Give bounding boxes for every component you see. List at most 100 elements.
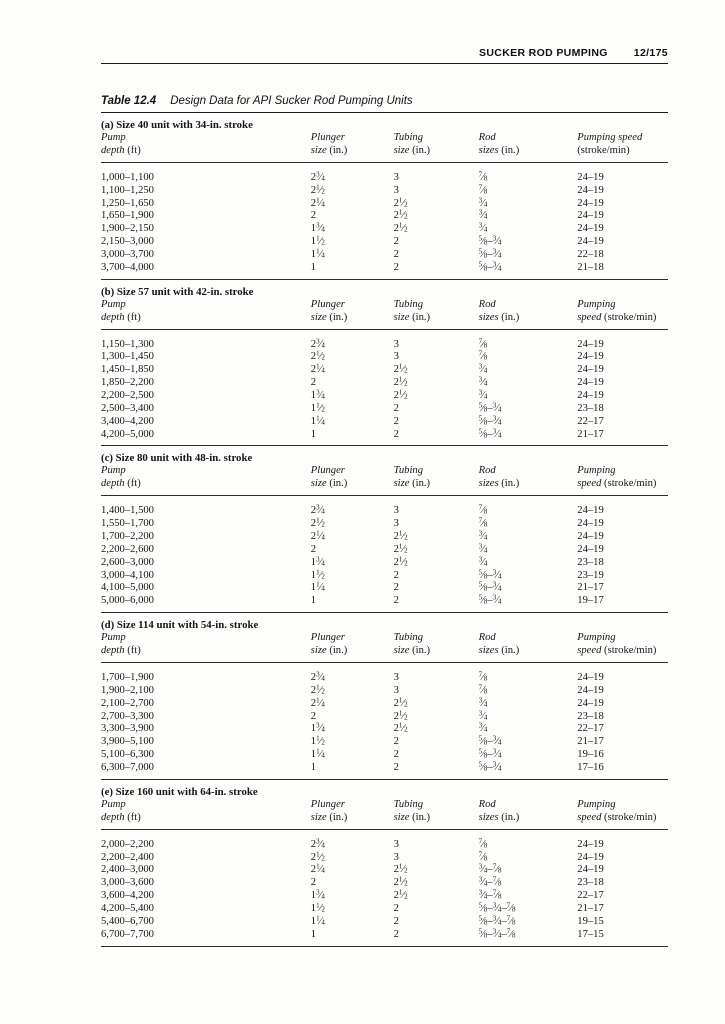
- column-header-line2-term: size: [393, 811, 410, 823]
- cell-rod-sizes: 3⁄4: [478, 708, 488, 722]
- column-header-line2-unit: (in.): [412, 478, 431, 490]
- cell-plunger-size: 11⁄2: [310, 401, 325, 414]
- cell-plunger-size: 21⁄2: [310, 683, 325, 696]
- cell-pumping-speed: 23–18: [577, 556, 604, 568]
- column-header-line2-term: size: [310, 144, 327, 156]
- table-row: 1,450–1,850 21⁄4 21⁄2 3⁄4 24–19: [101, 363, 668, 377]
- cell-tubing-size: 21⁄2: [393, 721, 408, 735]
- column-header-line2-term: depth: [101, 811, 125, 823]
- cell-tubing-size: 21⁄2: [393, 696, 408, 709]
- column-header-pump-depth: Pump depth (ft): [101, 132, 311, 163]
- column-header-line2-unit: (in.): [501, 478, 520, 490]
- cell-plunger-size: 11⁄4: [310, 580, 325, 594]
- page-header: SUCKER ROD PUMPING 12/175: [101, 47, 668, 59]
- cell-tubing-size: 2: [393, 915, 399, 927]
- cell-pump-depth: 1,000–1,100: [101, 171, 154, 183]
- column-header-line2-term: sizes: [478, 144, 499, 156]
- column-header-row: Pump depth (ft) Plunger size (in.) Tubing siz…: [101, 465, 668, 497]
- cell-plunger-size: 21⁄4: [310, 195, 325, 209]
- column-header-line2-term: sizes: [478, 478, 499, 490]
- cell-pump-depth: 2,200–2,400: [101, 851, 154, 863]
- cell-pump-depth: 1,900–2,100: [101, 684, 154, 696]
- cell-pump-depth: 4,100–5,000: [101, 582, 154, 594]
- cell-tubing-size: 21⁄2: [393, 375, 408, 389]
- cell-tubing-size: 21⁄2: [393, 195, 408, 209]
- cell-tubing-size: 21⁄2: [393, 888, 408, 902]
- column-header-line2-term: sizes: [478, 645, 499, 657]
- cell-pump-depth: 1,650–1,900: [101, 210, 154, 222]
- cell-tubing-size: 2: [393, 569, 399, 581]
- cell-tubing-size: 2: [393, 903, 399, 915]
- cell-pump-depth: 1,450–1,850: [101, 364, 154, 376]
- cell-pumping-speed: 19–15: [577, 915, 604, 927]
- cell-pump-depth: 1,300–1,450: [101, 351, 154, 363]
- cell-pumping-speed: 24–19: [577, 672, 604, 683]
- cell-pumping-speed: 24–19: [577, 197, 604, 209]
- cell-plunger-size: 13⁄4: [310, 721, 325, 735]
- table-row: 3,300–3,900 13⁄4 21⁄2 3⁄4 22–17: [101, 721, 668, 736]
- column-header-plunger-size: Plunger size (in.): [310, 465, 394, 497]
- column-header-line2: sizes (in.): [479, 312, 578, 325]
- cell-plunger-size: 21⁄4: [310, 529, 325, 542]
- cell-rod-sizes: 7⁄8: [478, 503, 488, 517]
- column-header-line2-term: speed: [577, 811, 602, 823]
- cell-pumping-speed: 24–19: [577, 223, 604, 235]
- cell-plunger-size: 21⁄2: [310, 516, 325, 530]
- cell-plunger-size: 11⁄4: [310, 747, 325, 761]
- cell-plunger-size: 11⁄2: [310, 901, 325, 915]
- column-header-line2: sizes (in.): [479, 145, 578, 158]
- column-header-line1: Pumping speed: [577, 132, 643, 143]
- cell-tubing-size: 21⁄2: [393, 862, 408, 876]
- cell-pumping-speed: 24–19: [577, 184, 604, 196]
- cell-rod-sizes: 5⁄8–3⁄4: [478, 247, 502, 260]
- data-table: Pump depth (ft) Plunger size (in.) Tubing siz…: [101, 132, 668, 280]
- cell-rod-sizes: 3⁄4: [478, 529, 488, 542]
- cell-pump-depth: 6,700–7,700: [101, 928, 154, 940]
- cell-pump-depth: 1,900–2,150: [101, 223, 154, 235]
- column-header-line1: Pump: [101, 632, 126, 644]
- table-row: 2,200–2,400 21⁄2 3 7⁄8 24–19: [101, 850, 668, 865]
- column-header-line2-unit: (stroke/min): [604, 311, 657, 323]
- section-heading: (b) Size 57 unit with 42-in. stroke: [101, 285, 254, 298]
- cell-plunger-size: 11⁄4: [310, 914, 325, 927]
- column-header-line2: size (in.): [394, 812, 479, 825]
- cell-tubing-size: 3: [393, 672, 399, 683]
- cell-pumping-speed: 24–19: [577, 684, 604, 696]
- table-row: 2,500–3,400 11⁄2 2 5⁄8–3⁄4 23–18: [101, 401, 668, 416]
- cell-pump-depth: 3,400–4,200: [101, 415, 154, 427]
- cell-pumping-speed: 24–19: [577, 838, 604, 850]
- column-header-pump-depth: Pump depth (ft): [101, 798, 311, 830]
- column-header-line1: Pump: [101, 298, 126, 310]
- cell-rod-sizes: 3⁄4: [478, 696, 488, 709]
- column-header-line2: size (in.): [394, 478, 479, 491]
- cell-pump-depth: 1,550–1,700: [101, 518, 154, 530]
- column-header-line2-unit: (in.): [329, 811, 348, 823]
- column-header-line1: Rod: [478, 298, 496, 310]
- cell-pump-depth: 3,000–3,700: [101, 249, 154, 260]
- column-header-line2-term: speed: [577, 311, 602, 323]
- table-section: (d) Size 114 unit with 54-in. stroke Pump…: [101, 619, 668, 780]
- table-row: 6,300–7,000 1 2 5⁄8–3⁄4 17–16: [101, 761, 668, 779]
- column-header-rod-sizes: Rod sizes (in.): [478, 132, 578, 163]
- column-header-line2-term: speed: [577, 478, 602, 490]
- table-section: (b) Size 57 unit with 42-in. stroke Pump d…: [101, 286, 668, 447]
- cell-pumping-speed: 24–19: [577, 505, 604, 517]
- column-header-line1: Pump: [101, 798, 126, 810]
- column-header-line2-unit: (ft): [127, 478, 141, 490]
- cell-plunger-size: 21⁄4: [310, 862, 325, 876]
- column-header-line1: Pump: [101, 132, 126, 143]
- table-row: 1,900–2,100 21⁄2 3 7⁄8 24–19: [101, 683, 668, 698]
- column-header-tubing-size: Tubing size (in.): [393, 298, 479, 330]
- table-row: 6,700–7,700 1 2 5⁄8–3⁄4–7⁄8 17–15: [101, 928, 668, 946]
- cell-pump-depth: 1,700–2,200: [101, 531, 154, 542]
- column-header-line2-unit: (stroke/min): [577, 144, 630, 156]
- column-header-line2: speed (stroke/min): [577, 812, 668, 825]
- column-header-line2: size (in.): [394, 145, 479, 158]
- table-row: 1,650–1,900 2 21⁄2 3⁄4 24–19: [101, 209, 668, 223]
- cell-rod-sizes: 3⁄4–7⁄8: [478, 862, 502, 876]
- table-row: 3,000–4,100 11⁄2 2 5⁄8–3⁄4 23–19: [101, 568, 668, 583]
- table-row: 1,900–2,150 13⁄4 21⁄2 3⁄4 24–19: [101, 222, 668, 236]
- cell-rod-sizes: 5⁄8–3⁄4: [478, 414, 502, 427]
- column-header-line2-term: size: [310, 811, 327, 823]
